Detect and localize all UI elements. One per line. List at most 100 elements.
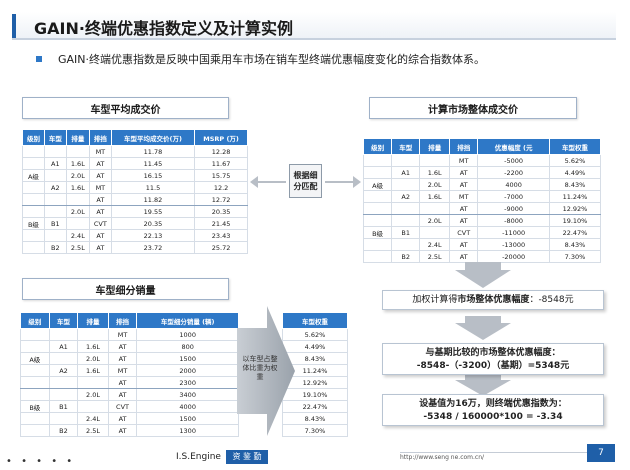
table-cell-b: 22.47% — [548, 226, 602, 239]
footer-brand-tag: 资 鉴 勤 — [226, 450, 268, 464]
table-cell-a: 11.45 — [110, 157, 196, 170]
footer-rule — [400, 452, 600, 453]
table-cell-disp: 1.6L — [77, 364, 109, 377]
table-cell-disp: 2.0L — [419, 178, 451, 191]
table-cell-level: A级 — [22, 169, 45, 182]
table-row: B级 B1 CVT 4000 — [20, 400, 239, 413]
table-row: B2 2.5L AT 1300 — [20, 424, 239, 437]
table-row: AT -9000 12.92% — [362, 202, 602, 215]
arrow-line-left — [256, 181, 286, 183]
table-row: 2.0L AT 19.55 20.35 — [22, 205, 248, 218]
table-cell-level: B级 — [362, 226, 393, 239]
result-compare-line1: 与基期比较的市场整体优惠幅度： — [425, 348, 561, 358]
table-row: AT 2300 — [20, 376, 239, 389]
table-cell-b: 8.43% — [548, 238, 602, 251]
table-cell-a: -11000 — [477, 226, 550, 239]
table-row: A2 1.6L MT 11.5 12.2 — [22, 181, 248, 194]
table-cell-disp: 2.0L — [77, 388, 109, 401]
table-cell-model — [43, 205, 67, 218]
table-cell-model — [48, 412, 79, 425]
table-cell-disp: 2.0L — [77, 352, 109, 365]
table-cell-a: 2000 — [136, 364, 239, 377]
table-row: 2.4L AT 1500 — [20, 412, 239, 425]
table-cell-level — [362, 190, 393, 203]
table-cell-model — [391, 238, 421, 251]
table-cell-model: B2 — [48, 424, 79, 437]
table-cell-a: 11.82 — [110, 193, 196, 206]
table-cell-disp — [419, 202, 451, 215]
table-cell-trans: MT — [88, 181, 112, 194]
table-cell-a: 4000 — [477, 178, 550, 191]
table-cell-level — [362, 166, 393, 179]
table-row: A1 1.6L AT -2200 4.49% — [362, 166, 602, 179]
table-cell-level — [22, 241, 45, 254]
table-cell-model — [391, 214, 421, 227]
table-cell-disp: 1.6L — [65, 157, 90, 170]
table-cell-trans: MT — [107, 364, 138, 377]
table-header: 排量 — [65, 129, 90, 146]
table-cell-b: 5.62% — [548, 154, 602, 167]
table-cell-b: 12.28 — [194, 145, 248, 158]
avg-price-table: 级别 车型 排量 排挡 车型平均成交价(万) MSRP (万) MT 11.78 12.28 A… — [22, 129, 248, 254]
footer-url: http://www.seng ne.com.cn/ — [400, 454, 485, 461]
weight-table: 车型权重 5.62% 4.49% 8.43% 11.24% 12.92% 19.10% 22… — [282, 312, 348, 437]
table-cell-a: -13000 — [477, 238, 550, 251]
table-header: 排量 — [419, 138, 451, 155]
result-index-line2: -5348 / 160000*100 = -3.34 — [423, 412, 563, 422]
table-header: 级别 — [362, 138, 393, 155]
table-cell-b: 12.2 — [194, 181, 248, 194]
table-cell-model — [391, 202, 421, 215]
table-cell-a: 22.13 — [110, 229, 196, 242]
table-cell-disp — [419, 226, 451, 239]
table-cell-disp: 1.6L — [77, 340, 109, 353]
table-cell-level — [22, 145, 45, 158]
table-cell-level — [22, 229, 45, 242]
table-cell-model — [43, 145, 67, 158]
table-header: 级别 — [22, 129, 45, 146]
table-cell-trans: AT — [107, 424, 138, 437]
table-cell-model: B1 — [391, 226, 421, 239]
section-sales: 车型细分销量 — [22, 278, 229, 300]
footer-dots: • • • • • — [6, 456, 76, 467]
table-row: A2 1.6L MT 2000 — [20, 364, 239, 377]
table-cell-trans: AT — [88, 229, 112, 242]
table-cell-trans: AT — [107, 376, 138, 389]
table-row: 7.30% — [282, 424, 348, 437]
table-cell-trans: AT — [88, 193, 112, 206]
table-cell-model: A1 — [43, 157, 67, 170]
table-cell-trans: AT — [107, 340, 138, 353]
table-cell-model: A1 — [48, 340, 79, 353]
table-cell-disp: 1.6L — [419, 190, 451, 203]
table-cell-disp: 2.4L — [65, 229, 90, 242]
table-cell-disp — [77, 400, 109, 413]
table-cell-trans: CVT — [107, 400, 138, 413]
table-cell-trans: CVT — [88, 217, 112, 230]
table-cell-disp: 2.0L — [419, 214, 451, 227]
down-arrow-icon — [455, 262, 511, 288]
arrow-left-icon — [250, 176, 258, 188]
table-cell-a: 800 — [136, 340, 239, 353]
table-cell-model: A1 — [391, 166, 421, 179]
table-cell-disp: 2.5L — [77, 424, 109, 437]
table-cell-disp: 2.4L — [77, 412, 109, 425]
result-weighted: 加权计算得市场整体优惠幅度：-8548元 — [382, 290, 604, 310]
table-cell-trans: AT — [88, 169, 112, 182]
table-cell-a: -2200 — [477, 166, 550, 179]
table-cell-level — [362, 214, 393, 227]
table-cell-b: 4.49% — [548, 166, 602, 179]
table-cell-a: 1000 — [136, 328, 239, 341]
table-row: A级 2.0L AT 4000 8.43% — [362, 178, 602, 191]
table-cell-level — [22, 157, 45, 170]
table-cell-trans: AT — [449, 238, 479, 251]
section-avg-price: 车型平均成交价 — [22, 97, 229, 119]
footer-brand: I.S.Engine — [176, 452, 221, 462]
table-cell-a: -7000 — [477, 190, 550, 203]
table-header: 排挡 — [88, 129, 112, 146]
table-cell-model — [48, 352, 79, 365]
table-cell-level — [22, 181, 45, 194]
sales-table: 级别 车型 排量 排挡 车型细分销量 (辆) MT 1000 A1 1.6L AT 800 A级 2.… — [20, 312, 239, 437]
title-bar — [12, 12, 616, 40]
result-weighted-prefix: 加权计算得 — [412, 295, 458, 305]
table-header: 车型 — [48, 312, 79, 329]
big-arrow-icon — [237, 306, 295, 436]
